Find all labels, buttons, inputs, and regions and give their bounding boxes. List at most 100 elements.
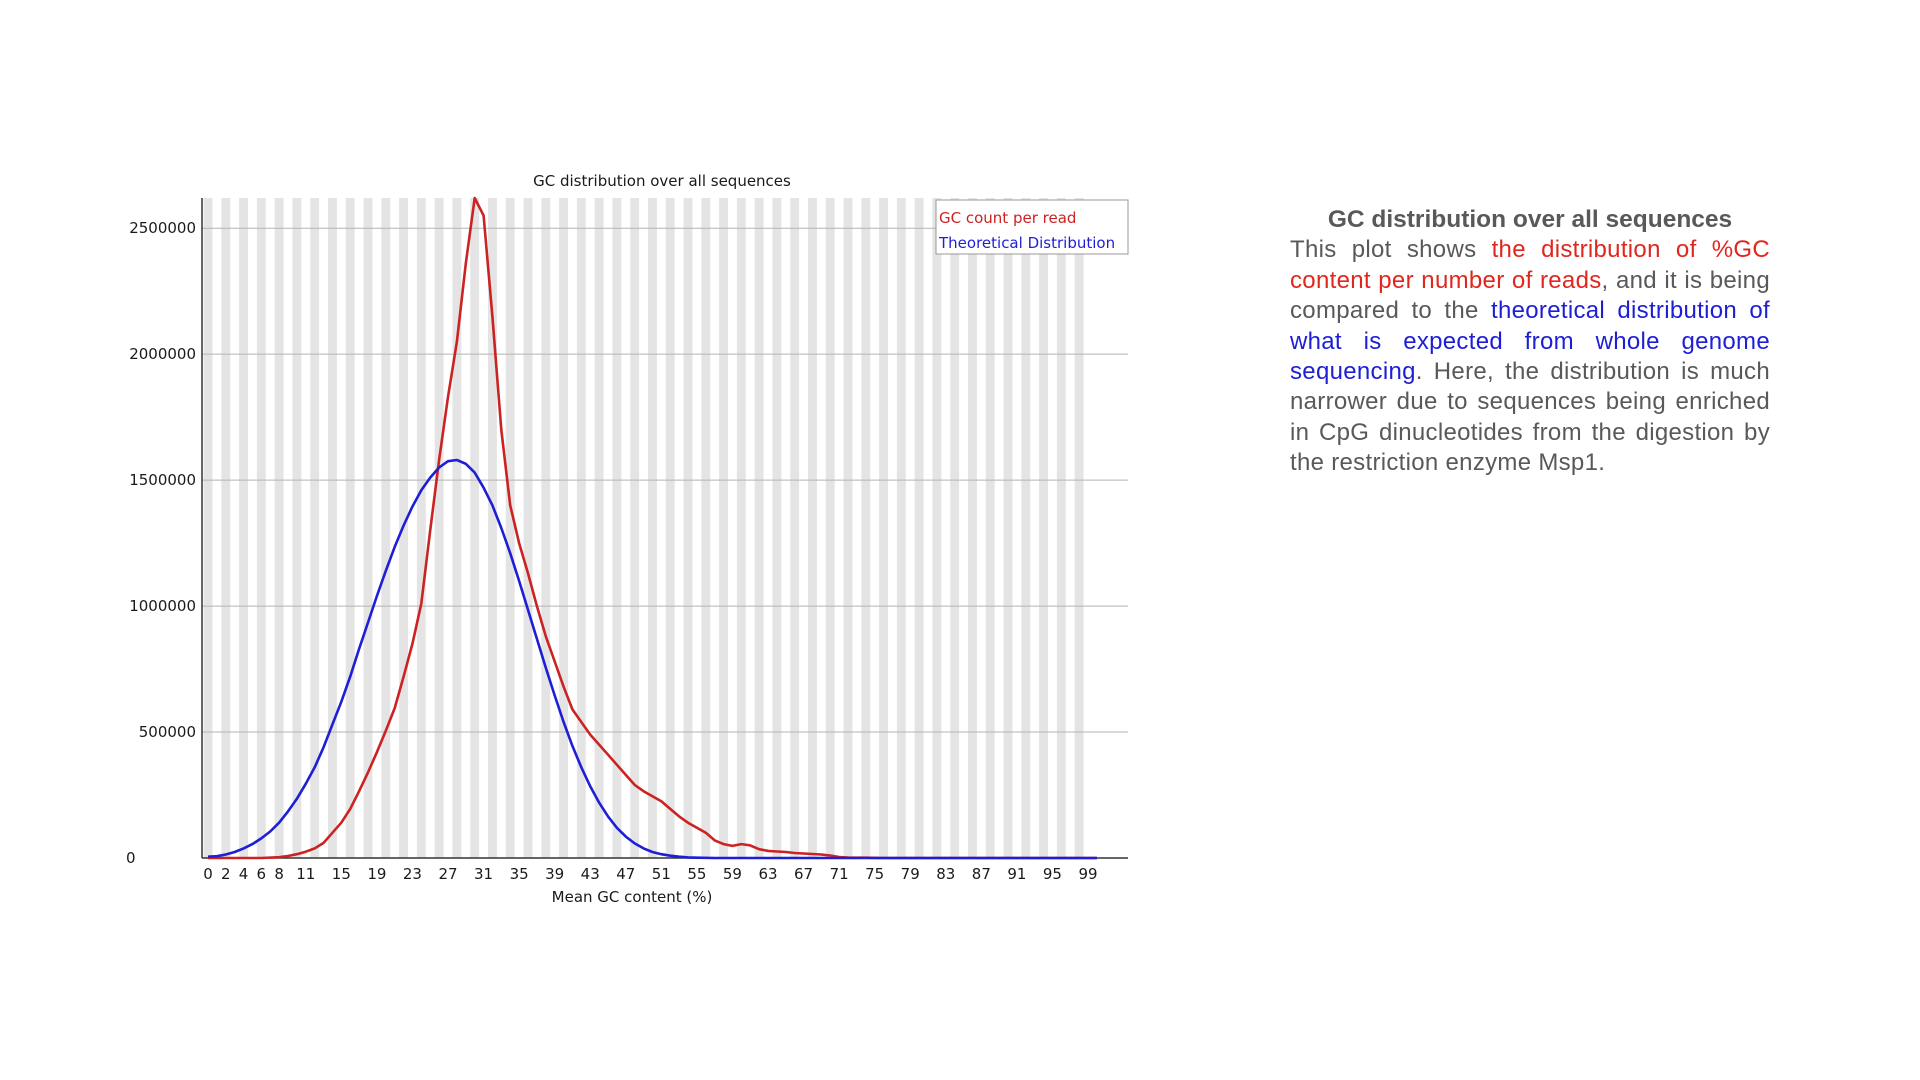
x-tick-label: 43 [581, 865, 600, 883]
legend-entry-theoretical: Theoretical Distribution [938, 234, 1115, 252]
x-tick-label: 55 [687, 865, 706, 883]
background-stripe [256, 198, 266, 858]
background-stripe [701, 198, 711, 858]
background-stripe [1074, 198, 1084, 858]
x-tick-label: 95 [1043, 865, 1062, 883]
plot-background-stripes [203, 198, 1084, 858]
background-stripe [310, 198, 320, 858]
x-tick-label: 63 [758, 865, 777, 883]
description-highlight-red: the distribution of %GC content per numb… [1290, 236, 1770, 294]
background-stripe [345, 198, 355, 858]
x-tick-label: 0 [203, 865, 213, 883]
background-stripe [968, 198, 977, 858]
background-stripe [381, 198, 391, 858]
background-stripe [861, 198, 871, 858]
background-stripe [985, 198, 995, 858]
background-stripe [772, 198, 782, 858]
legend-box [935, 199, 1129, 255]
background-stripe [434, 198, 444, 858]
y-tick-label: 2500000 [129, 219, 196, 237]
x-tick-label: 83 [936, 865, 955, 883]
y-tick-label: 1500000 [129, 471, 196, 489]
x-tick-label: 67 [794, 865, 813, 883]
x-tick-label: 47 [616, 865, 635, 883]
y-tick-label: 1000000 [129, 597, 196, 615]
background-stripe [754, 198, 764, 858]
background-stripe [612, 198, 622, 858]
y-tick-label: 500000 [139, 723, 196, 741]
description-text-2: , and it is being compared to the [1290, 266, 1770, 325]
x-tick-label: 8 [274, 865, 284, 883]
x-tick-label: 51 [652, 865, 671, 883]
x-tick-label: 23 [403, 865, 422, 883]
background-stripe [1003, 198, 1013, 858]
description-title: GC distribution over all sequences [1327, 206, 1733, 233]
background-stripe [452, 198, 462, 858]
x-tick-label: 4 [239, 865, 249, 883]
background-stripe [1056, 198, 1066, 858]
description-highlight-blue: theoretical distribution of what is expe… [1290, 297, 1770, 386]
background-stripe [523, 198, 533, 858]
background-stripe [239, 198, 248, 858]
background-stripe [576, 198, 586, 858]
x-axis-label: Mean GC content (%) [552, 888, 713, 906]
background-stripe [363, 198, 373, 858]
description-text-3: . Here, the distribution is much narrowe… [1290, 358, 1770, 477]
background-stripe [203, 198, 213, 858]
description-body: This plot shows the distribution of %GC … [1290, 235, 1770, 478]
background-stripe [843, 198, 853, 858]
background-stripe [559, 198, 568, 858]
y-tick-label: 2000000 [129, 345, 196, 363]
x-tick-label: 99 [1078, 865, 1097, 883]
x-tick-labels: 0 2 4 6 8 11 15 19 23 27 31 35 39 43 47 51 55 59 63 67 71 75 7… [203, 865, 1097, 883]
background-stripe [416, 198, 426, 858]
background-stripe [683, 198, 693, 858]
series-line-gc-count [208, 196, 1097, 860]
x-tick-label: 59 [723, 865, 742, 883]
x-tick-label: 75 [865, 865, 884, 883]
y-tick-labels: 0 500000 1000000 1500000 2000000 2500000 [126, 219, 196, 867]
background-stripe [790, 198, 800, 858]
background-stripe [328, 198, 337, 858]
background-stripe [292, 198, 302, 858]
legend-entry-gc-count: GC count per read [939, 209, 1076, 227]
x-tick-label: 15 [332, 865, 351, 883]
background-stripe [470, 198, 480, 858]
x-tick-label: 91 [1007, 865, 1026, 883]
x-tick-label: 2 [221, 865, 231, 883]
background-stripe [488, 198, 497, 858]
background-stripe [665, 198, 675, 858]
x-tick-label: 6 [257, 865, 267, 883]
x-tick-label: 11 [296, 865, 315, 883]
background-stripe [594, 198, 604, 858]
background-stripe [630, 198, 640, 858]
description-text-1: This plot shows [1290, 236, 1492, 264]
series-line-theoretical [207, 458, 1097, 860]
y-tick-label: 0 [126, 849, 136, 867]
horizontal-gridlines [202, 227, 1128, 733]
x-tick-label: 87 [972, 865, 991, 883]
background-stripe [914, 198, 924, 858]
background-stripe [274, 198, 284, 858]
background-stripe [808, 198, 817, 858]
background-stripe [825, 198, 835, 858]
background-stripe [1039, 198, 1048, 858]
x-tick-label: 27 [438, 865, 457, 883]
x-tick-label: 35 [510, 865, 529, 883]
description-panel: GC distribution over all sequences This … [1290, 205, 1770, 479]
background-stripe [1021, 198, 1031, 858]
background-stripe [541, 198, 551, 858]
x-tick-label: 19 [367, 865, 386, 883]
background-stripe [950, 198, 960, 858]
background-stripe [719, 198, 728, 858]
series-lines [207, 196, 1097, 860]
background-stripe [736, 198, 746, 858]
background-stripe [896, 198, 906, 858]
background-stripe [505, 198, 515, 858]
x-tick-label: 71 [830, 865, 849, 883]
x-tick-label: 31 [474, 865, 493, 883]
background-stripe [221, 198, 231, 858]
x-tick-label: 39 [545, 865, 564, 883]
background-stripe [648, 198, 657, 858]
